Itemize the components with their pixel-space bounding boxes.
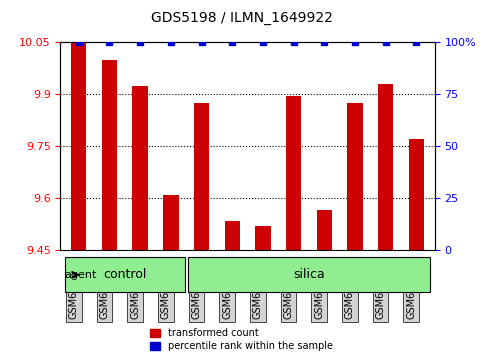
FancyBboxPatch shape: [188, 257, 430, 292]
Bar: [194, 103, 209, 250]
Bar: [255, 226, 270, 250]
Bar: [71, 42, 86, 250]
Bar: [409, 139, 424, 250]
Text: silica: silica: [293, 268, 325, 281]
Bar: [347, 103, 363, 250]
Bar: [225, 221, 240, 250]
Bar: [132, 86, 148, 250]
Bar: [378, 84, 393, 250]
FancyBboxPatch shape: [65, 257, 185, 292]
Bar: [286, 96, 301, 250]
Text: agent: agent: [64, 270, 97, 280]
Bar: [316, 210, 332, 250]
Text: GDS5198 / ILMN_1649922: GDS5198 / ILMN_1649922: [151, 11, 332, 25]
Bar: [102, 60, 117, 250]
Text: control: control: [103, 268, 146, 281]
Bar: [163, 195, 179, 250]
Legend: transformed count, percentile rank within the sample: transformed count, percentile rank withi…: [150, 329, 333, 351]
